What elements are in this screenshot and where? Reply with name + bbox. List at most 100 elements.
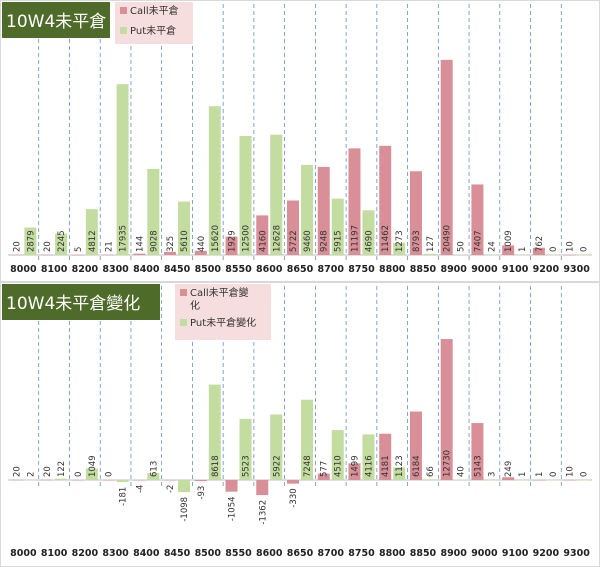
put-bar xyxy=(239,135,252,255)
data-label: 7407 xyxy=(473,230,483,252)
x-tick-label: 8400 xyxy=(133,264,160,275)
put-bar xyxy=(577,255,590,256)
put-bar xyxy=(270,414,283,480)
x-tick-label: 8200 xyxy=(72,264,99,275)
data-label: 5 xyxy=(74,247,84,252)
x-tick-label: 9000 xyxy=(471,548,498,559)
legend-swatch xyxy=(120,7,127,14)
data-label: 325 xyxy=(166,236,176,252)
data-label: 4510 xyxy=(334,455,344,477)
put-bar xyxy=(546,255,559,256)
call-bar xyxy=(71,480,84,481)
call-bar xyxy=(133,253,146,255)
data-label: 0 xyxy=(549,472,559,477)
data-label: 0 xyxy=(580,247,590,252)
x-tick-label: 8300 xyxy=(102,264,129,275)
data-label: 0 xyxy=(74,472,84,477)
call-bar xyxy=(225,480,238,492)
put-bar xyxy=(546,480,559,481)
x-tick-label: 9200 xyxy=(533,548,560,559)
call-bar xyxy=(440,339,453,480)
put-bar xyxy=(301,399,313,480)
legend-label: Put未平倉 xyxy=(130,24,176,37)
data-label: 21 xyxy=(105,241,115,252)
data-label: 1273 xyxy=(395,230,405,252)
data-label: 1499 xyxy=(350,455,360,477)
put-bar xyxy=(301,164,313,255)
x-tick-label: 8100 xyxy=(41,548,68,559)
data-label: 577 xyxy=(320,461,330,477)
x-tick-label: 8400 xyxy=(133,548,160,559)
x-tick-label: 9300 xyxy=(563,548,590,559)
data-label: 4690 xyxy=(364,230,374,252)
x-tick-label: 9200 xyxy=(533,264,560,275)
x-tick-label: 8750 xyxy=(348,548,375,559)
legend-swatch xyxy=(180,289,187,296)
data-label: 762 xyxy=(535,236,545,252)
chart-title-box xyxy=(2,284,160,320)
data-label: 9248 xyxy=(320,230,330,252)
data-label: 0 xyxy=(105,472,115,477)
data-label: 15620 xyxy=(211,225,221,252)
x-tick-label: 8800 xyxy=(379,548,406,559)
call-bar xyxy=(348,463,361,480)
call-bar xyxy=(225,236,238,255)
put-bar xyxy=(393,467,406,480)
data-label: 8618 xyxy=(211,455,221,477)
call-bar xyxy=(379,433,392,480)
x-tick-label: 8600 xyxy=(256,548,283,559)
put-bar xyxy=(454,254,467,256)
put-bar xyxy=(116,480,129,483)
x-tick-label: 8000 xyxy=(10,264,37,275)
put-bar xyxy=(423,253,436,255)
data-label: 0 xyxy=(580,472,590,477)
x-tick-label: 8450 xyxy=(164,548,191,559)
call-bar xyxy=(440,59,453,255)
put-bar xyxy=(147,169,160,255)
data-label: 11462 xyxy=(381,225,391,252)
call-bar xyxy=(194,250,207,255)
legend xyxy=(175,284,271,340)
call-bar xyxy=(471,423,484,480)
call-bar xyxy=(317,166,330,255)
data-label: 127 xyxy=(426,236,436,252)
x-tick-label: 9100 xyxy=(502,548,529,559)
data-label: 12500 xyxy=(242,225,252,252)
data-label: 9460 xyxy=(303,230,313,252)
data-label: 5922 xyxy=(272,455,282,477)
open-interest-change-chart: 20 2 8000 20 122 8100 0 1049 8200 0 -181 8300 -4 613 8… xyxy=(0,282,600,567)
data-label: -4 xyxy=(135,485,145,493)
call-bar xyxy=(409,411,422,480)
data-label: 20490 xyxy=(443,225,453,252)
call-bar xyxy=(194,480,207,482)
data-label: 12730 xyxy=(443,450,453,477)
call-bar xyxy=(41,479,54,481)
chart-title: 10W4未平倉 xyxy=(6,12,106,32)
put-bar xyxy=(516,254,529,256)
data-label: 3 xyxy=(487,472,497,477)
put-bar xyxy=(116,84,129,255)
data-label: 5610 xyxy=(180,230,190,252)
call-bar xyxy=(102,480,115,481)
put-bar xyxy=(270,134,283,255)
data-label: -330 xyxy=(289,488,299,507)
put-bar xyxy=(85,468,98,480)
x-tick-label: 8650 xyxy=(287,548,314,559)
x-tick-label: 8700 xyxy=(318,548,345,559)
data-label: 5143 xyxy=(473,455,483,477)
data-label: 1 xyxy=(535,472,545,477)
call-bar xyxy=(502,477,515,480)
chart-panel xyxy=(0,282,600,567)
data-label: 4812 xyxy=(88,230,98,252)
put-bar xyxy=(516,479,529,481)
call-bar xyxy=(348,148,361,255)
call-bar xyxy=(164,480,177,481)
x-tick-label: 8000 xyxy=(10,548,37,559)
data-label: 5915 xyxy=(334,230,344,252)
data-label: 4181 xyxy=(381,455,391,477)
put-bar xyxy=(239,418,252,480)
data-label: 17935 xyxy=(119,225,129,252)
call-bar xyxy=(164,251,177,255)
call-bar xyxy=(10,254,23,256)
